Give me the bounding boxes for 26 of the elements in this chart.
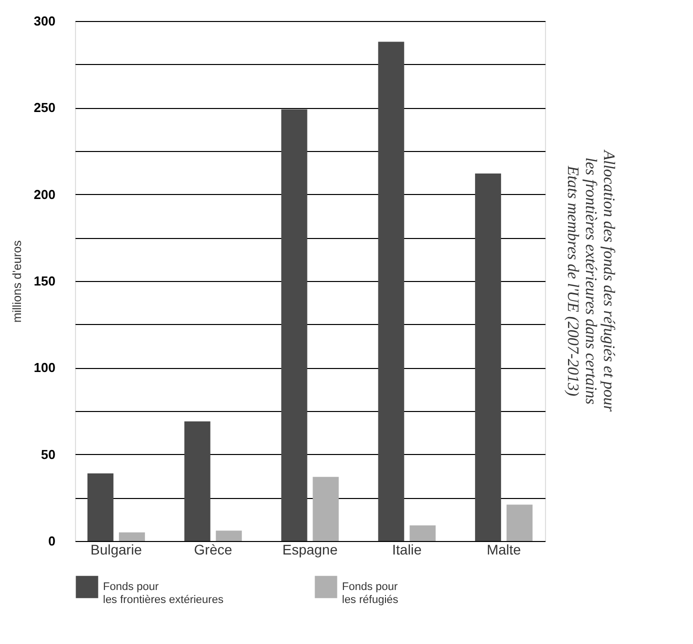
- y-axis-title: millions d'euros: [10, 240, 24, 323]
- y-tick-label: 200: [34, 186, 56, 202]
- y-tick-label: 50: [41, 446, 56, 462]
- bar: [118, 532, 145, 541]
- x-tick-label: Malte: [486, 542, 522, 558]
- bar: [410, 525, 436, 541]
- x-tick-label: Espagne: [282, 542, 338, 558]
- bar: [312, 476, 339, 541]
- y-tick-label: 150: [34, 274, 56, 288]
- bar: [506, 504, 533, 541]
- y-tick-label: 300: [34, 14, 56, 28]
- bar: [184, 421, 210, 541]
- text: Allocation des fonds des réfugiés et pour les frontières extérieures dans certains Etats membres de l'UE (2007-2013): [564, 149, 617, 412]
- bar: [475, 174, 502, 541]
- legend-label: Fonds pour les frontières extérieures: [103, 581, 224, 606]
- bar: [281, 109, 308, 541]
- x-tick-label: Italie: [392, 542, 422, 558]
- x-tick-label: Bulgarie: [90, 542, 142, 558]
- y-tick-label: 0: [48, 534, 56, 548]
- y-tick-label: 100: [34, 360, 56, 376]
- legend-label: Fonds pour les réfugiés: [342, 581, 399, 606]
- x-tick-label: Grèce: [194, 542, 232, 558]
- bar: [87, 473, 114, 541]
- y-tick-label: 250: [34, 100, 56, 116]
- bar: [216, 530, 242, 541]
- bar: [378, 42, 404, 541]
